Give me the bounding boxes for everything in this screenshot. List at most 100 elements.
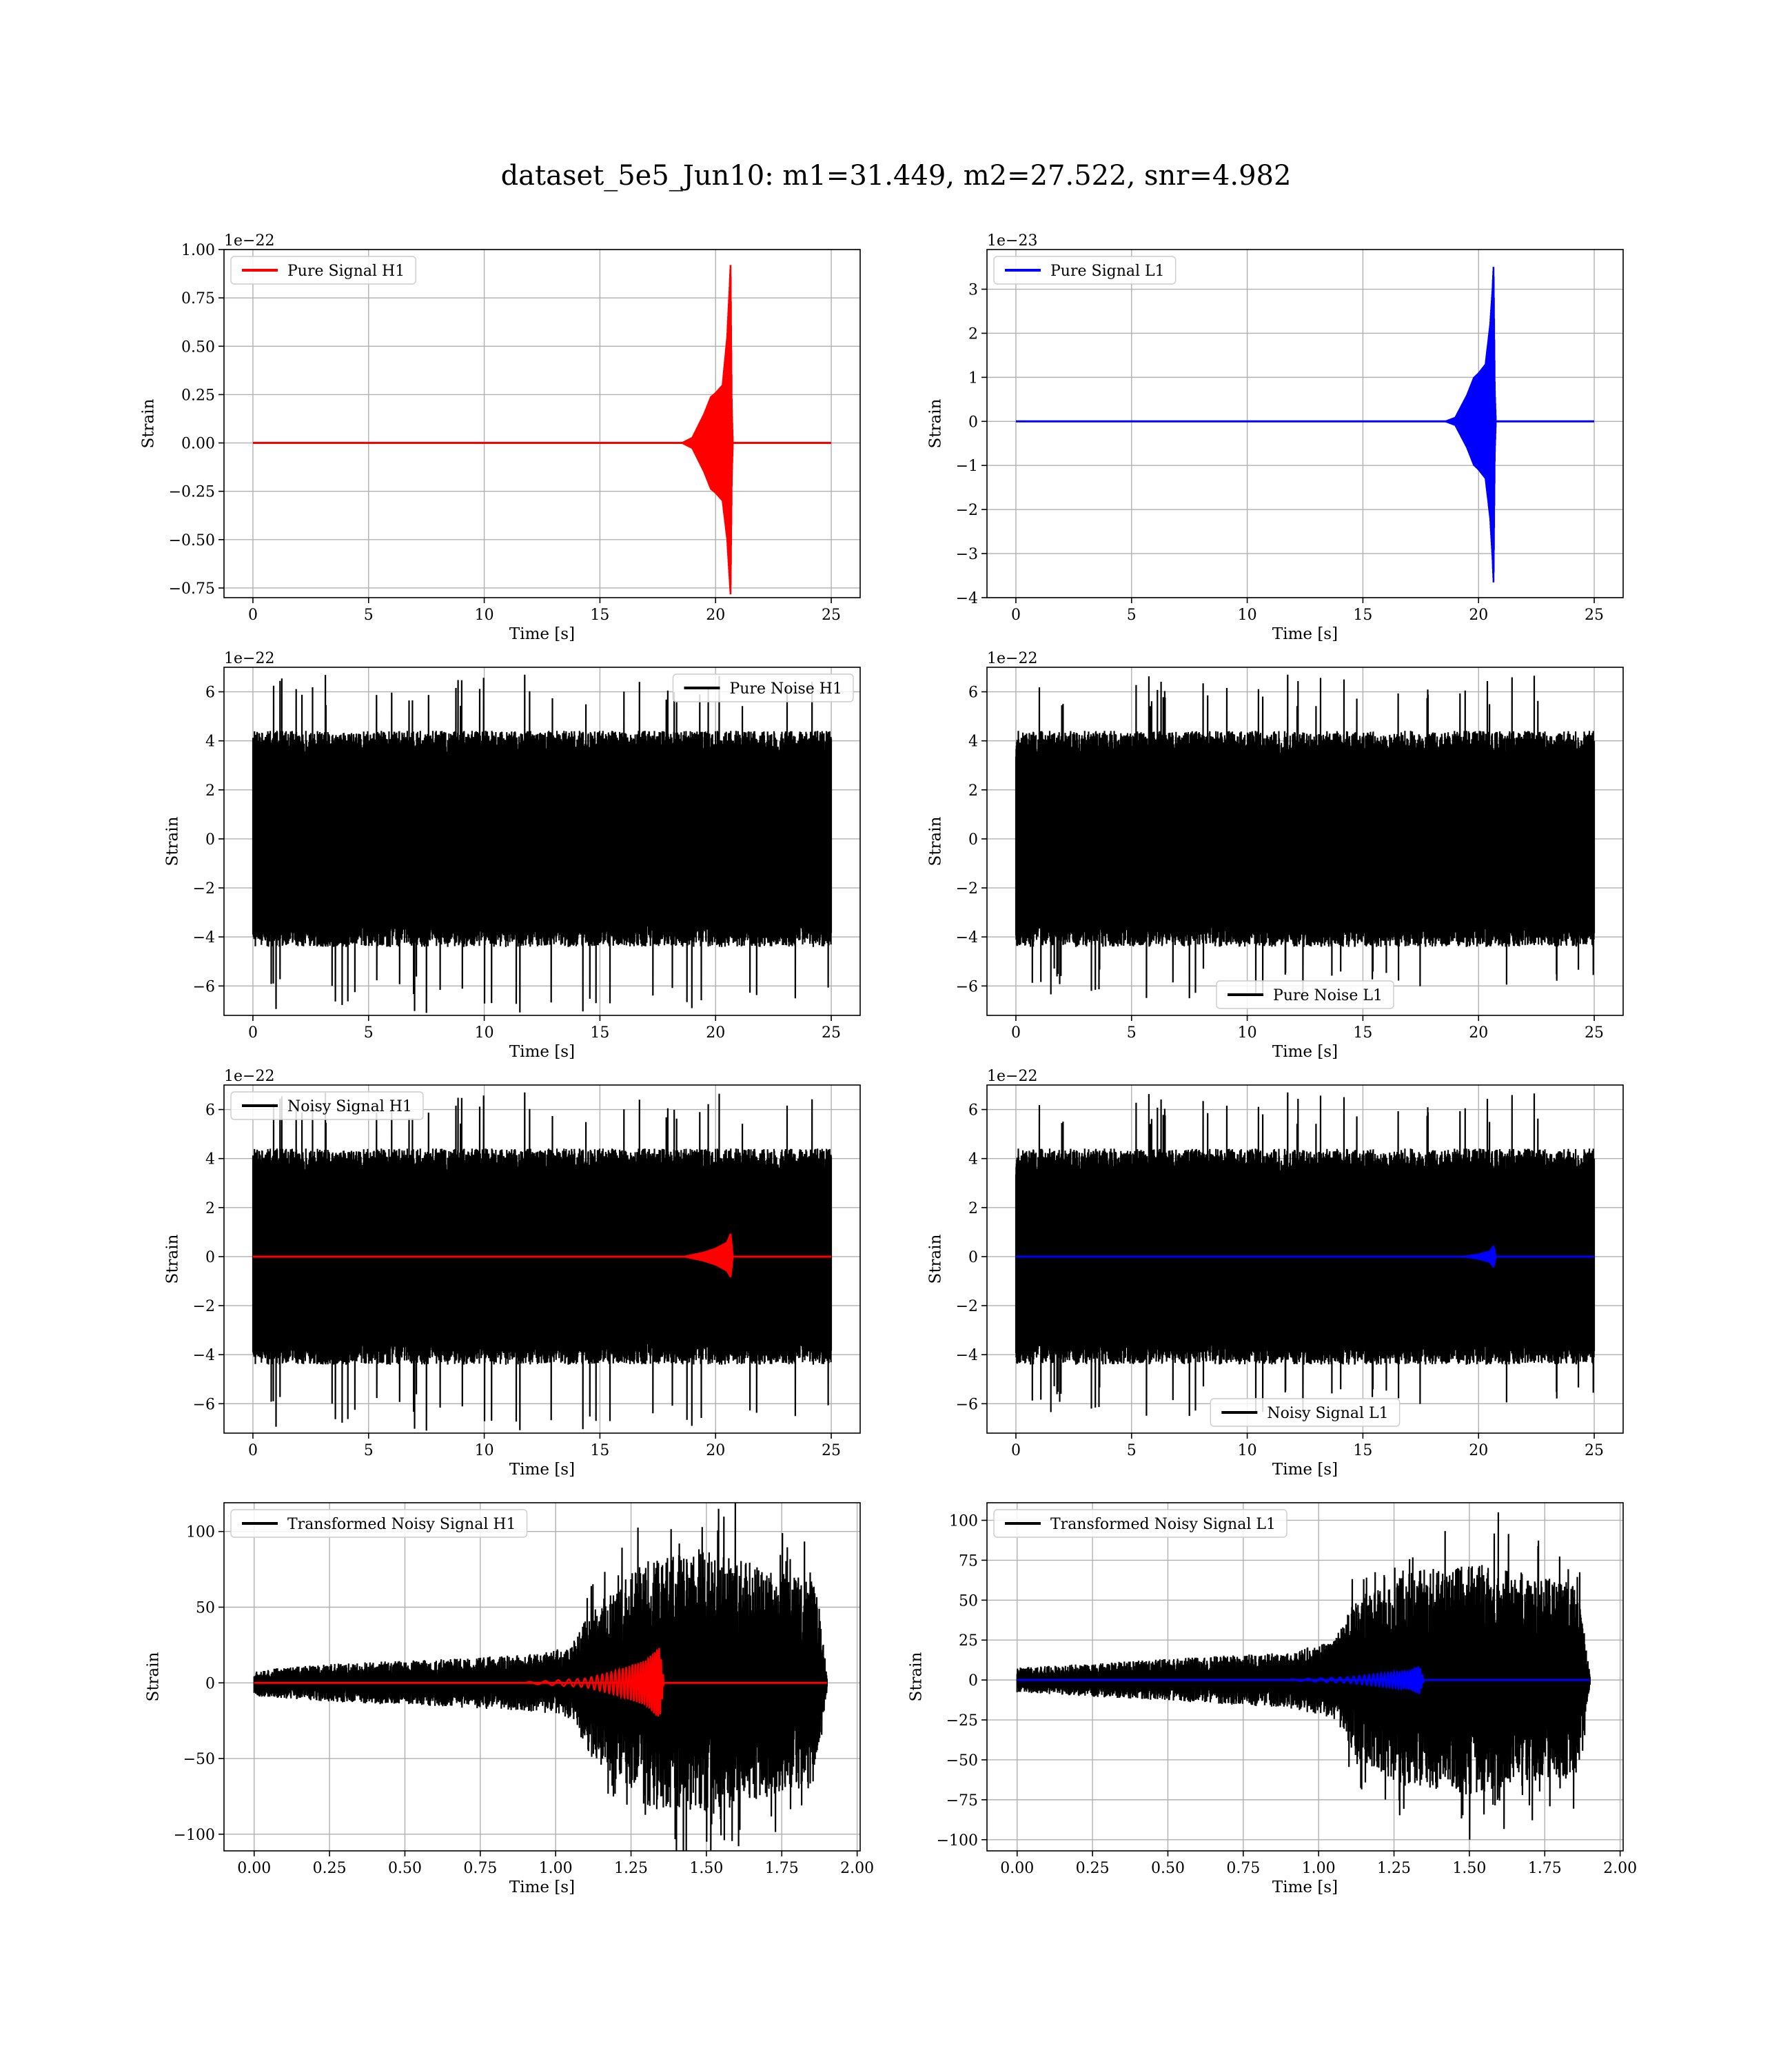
- legend-label: Noisy Signal H1: [287, 1098, 412, 1115]
- legend: Pure Noise H1: [672, 673, 854, 702]
- x-tick-label: 25: [822, 1024, 841, 1042]
- y-tick-label: −2: [193, 880, 215, 898]
- x-tick-label: 15: [590, 1442, 609, 1459]
- x-tick-label: 0: [248, 1442, 258, 1459]
- y-tick-label: −0.50: [169, 532, 215, 549]
- y-tick-label: −4: [956, 1347, 978, 1364]
- y-tick-label: −0.75: [169, 580, 215, 598]
- legend-label: Pure Noise L1: [1273, 987, 1383, 1004]
- legend-box: [993, 1509, 1287, 1538]
- y-tick-label: −50: [183, 1751, 215, 1768]
- axes-frame: [223, 249, 861, 598]
- y-tick-label: 2: [205, 1200, 215, 1217]
- y-tick-label: 0: [205, 831, 215, 849]
- noisy-signal-l1-axes: 0 5 10 15 20 25 −6 −4 −2 0 2 4 6 1e−22 Time [s] Strain N…: [927, 1068, 1624, 1479]
- x-axis-label: Time [s]: [1272, 1878, 1338, 1896]
- x-tick-label: 20: [706, 1024, 725, 1042]
- axes-frame: [223, 1084, 861, 1434]
- offset-text: 1e−22: [224, 650, 274, 667]
- y-tick-label: 50: [196, 1600, 215, 1617]
- y-tick-label: 6: [968, 1102, 978, 1119]
- legend-box: [230, 1091, 424, 1120]
- noise-trace: [253, 1503, 828, 1851]
- noisy-signal-h1-axes: 0 5 10 15 20 25 −6 −4 −2 0 2 4 6 1e−22 Time [s] Strain N…: [164, 1068, 861, 1479]
- x-axis-label: Time [s]: [509, 1878, 575, 1896]
- legend: Pure Signal H1: [230, 256, 416, 285]
- y-tick-label: 2: [968, 782, 978, 800]
- y-tick-label: 0.50: [181, 338, 215, 356]
- y-tick-label: −4: [956, 590, 978, 607]
- legend-box: [1216, 980, 1394, 1009]
- x-tick-label: 20: [1469, 607, 1488, 624]
- y-tick-label: −2: [956, 502, 978, 519]
- y-tick-label: −2: [193, 1298, 215, 1315]
- x-tick-label: 1.75: [1528, 1860, 1562, 1877]
- figure-title: dataset_5e5_Jun10: m1=31.449, m2=27.522,…: [501, 160, 1292, 192]
- legend-box: [230, 1509, 528, 1538]
- legend-box: [230, 256, 416, 285]
- noise-trace: [1016, 1512, 1591, 1840]
- x-tick-label: 0.00: [1000, 1860, 1034, 1877]
- subplots: 0 5 10 15 20 25−0.75−0.50−0.250.000.250.500.7…: [140, 232, 1638, 1896]
- offset-text: 1e−22: [224, 1068, 274, 1085]
- x-tick-label: 20: [706, 1442, 725, 1459]
- pure-noise-h1-plot-area: [252, 674, 833, 1013]
- signal-chirp: [1443, 1246, 1497, 1268]
- x-tick-label: 5: [364, 1024, 374, 1042]
- pure-noise-l1-axes: 0 5 10 15 20 25 −6 −4 −2 0 2 4 6 1e−22 Time [s] Strain P…: [927, 650, 1624, 1061]
- x-axis-label: Time [s]: [1272, 1461, 1338, 1479]
- y-tick-label: −2: [956, 1298, 978, 1315]
- x-axis-label: Time [s]: [509, 625, 575, 643]
- x-tick-label: 15: [590, 607, 609, 624]
- axes-frame: [986, 249, 1624, 598]
- y-tick-label: 50: [959, 1592, 978, 1610]
- noise-trace: [252, 674, 833, 1013]
- y-axis-label: Strain: [927, 398, 945, 448]
- legend: Noisy Signal H1: [230, 1091, 424, 1120]
- y-axis-label: Strain: [140, 398, 158, 448]
- x-tick-label: 2.00: [840, 1860, 874, 1877]
- pure-signal-l1-plot-area: [1015, 267, 1595, 582]
- x-tick-label: 0.50: [388, 1860, 422, 1877]
- y-tick-label: −25: [946, 1712, 978, 1730]
- x-tick-label: 1.00: [1302, 1860, 1336, 1877]
- y-tick-label: −6: [193, 1396, 215, 1413]
- x-tick-label: 10: [1238, 607, 1257, 624]
- y-tick-label: −1: [956, 458, 978, 475]
- transformed-noisy-signal-l1-plot-area: [1016, 1512, 1591, 1840]
- legend: Transformed Noisy Signal L1: [993, 1509, 1287, 1538]
- y-tick-label: 0: [968, 1672, 978, 1690]
- x-tick-label: 5: [1127, 607, 1137, 624]
- pure-noise-l1-plot-area: [1015, 674, 1596, 999]
- axes-frame: [986, 667, 1624, 1016]
- y-axis-label: Strain: [927, 1234, 945, 1284]
- legend-box: [672, 673, 854, 702]
- x-tick-label: 25: [1585, 607, 1604, 624]
- axes-frame: [223, 667, 861, 1016]
- y-tick-label: 6: [205, 1102, 215, 1119]
- x-tick-label: 15: [1353, 1024, 1372, 1042]
- signal-chirp: [680, 1233, 734, 1277]
- x-tick-label: 5: [1127, 1442, 1137, 1459]
- y-tick-label: 0: [968, 1249, 978, 1266]
- noise-trace: [1015, 1092, 1596, 1417]
- legend: Pure Noise L1: [1216, 980, 1394, 1009]
- x-tick-label: 20: [1469, 1442, 1488, 1459]
- x-tick-label: 0: [1011, 1442, 1021, 1459]
- y-tick-label: −3: [956, 546, 978, 563]
- y-tick-label: 6: [968, 685, 978, 702]
- x-tick-label: 25: [822, 1442, 841, 1459]
- y-tick-label: 75: [959, 1552, 978, 1570]
- x-tick-label: 5: [364, 607, 374, 624]
- x-tick-label: 1.75: [765, 1860, 799, 1877]
- y-tick-label: 4: [968, 733, 978, 751]
- y-tick-label: 0.00: [181, 436, 215, 453]
- x-tick-label: 0: [248, 607, 258, 624]
- y-tick-label: −6: [956, 1396, 978, 1413]
- y-tick-label: −2: [956, 880, 978, 898]
- pure-signal-h1-axes: 0 5 10 15 20 25 −0.75 −0.50 −0.25 0.00 0.25 0.50 0.7…: [140, 232, 861, 643]
- x-tick-label: 15: [590, 1024, 609, 1042]
- x-tick-label: 0.00: [237, 1860, 271, 1877]
- y-tick-label: 1: [968, 369, 978, 387]
